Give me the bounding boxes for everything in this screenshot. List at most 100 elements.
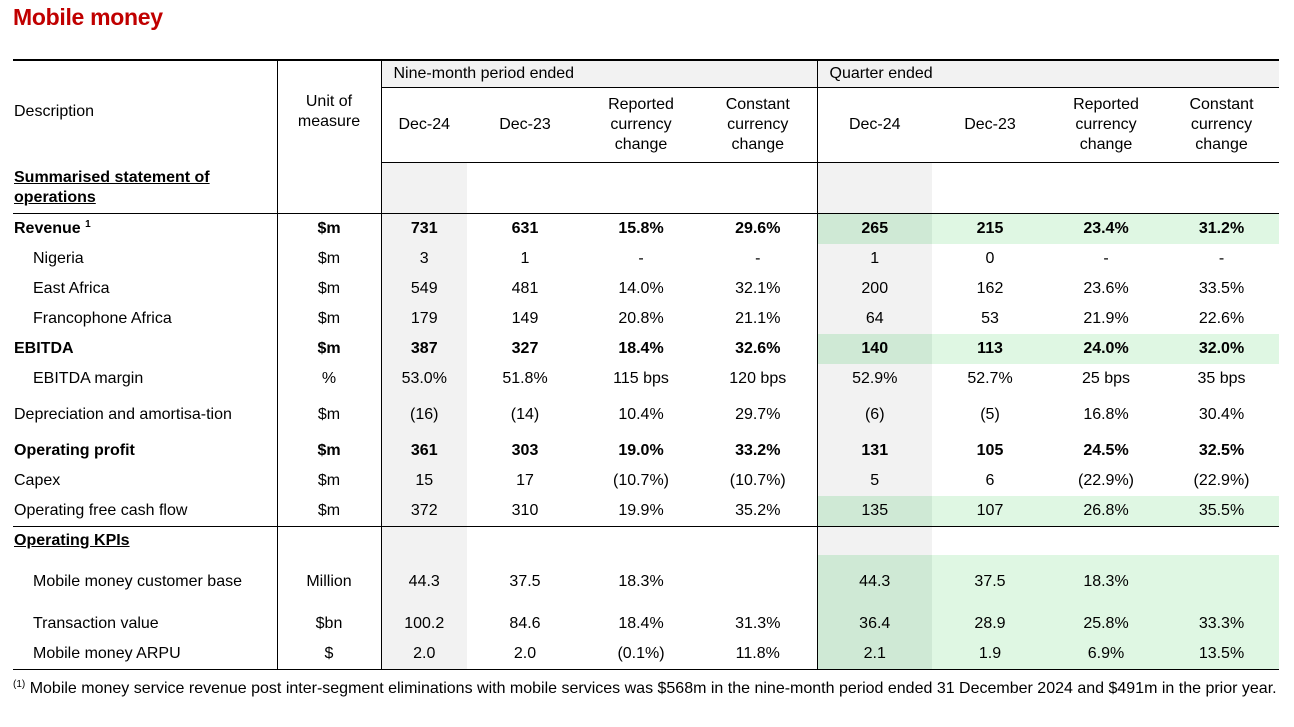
cell: 18.4% (618, 340, 664, 357)
cell: 24.0% (1048, 334, 1164, 364)
header-group-quarter: Quarter ended (816, 59, 1279, 88)
cell: 5 (816, 466, 932, 496)
cell: 115 bps (613, 370, 669, 387)
header-quarter-constant: Constant currency change (1164, 87, 1279, 163)
header-quarter-dec24: Dec-24 (816, 87, 932, 163)
cell: 84.6 (509, 615, 541, 632)
cell: 21.9% (1083, 310, 1129, 327)
cell: (6) (816, 394, 932, 436)
cell: 120 bps (729, 370, 787, 387)
cell: 28.9 (932, 609, 1048, 639)
cell: (22.9%) (1193, 472, 1250, 489)
cell: 135 (816, 496, 932, 527)
row-label: EBITDA margin (33, 370, 144, 387)
cell: 20.8% (618, 310, 664, 327)
cell: 215 (932, 213, 1048, 244)
cell: - (755, 250, 761, 267)
cell: 327 (511, 340, 539, 357)
cell: (22.9%) (1077, 472, 1135, 489)
row-unit: $bn (276, 609, 381, 639)
cell: 35.5% (1164, 496, 1279, 527)
cell: 35 bps (1197, 370, 1246, 387)
cell (1164, 555, 1279, 609)
cell: - (1103, 250, 1109, 267)
cell: 15 (380, 466, 467, 496)
cell: 2.0 (380, 639, 467, 670)
cell: 2.1 (816, 639, 932, 670)
header-description: Description (13, 59, 277, 163)
table-row: Nigeria $m 3 1 - - 1 0 - - (13, 244, 1279, 274)
cell: 3 (380, 244, 467, 274)
header-unit: Unit of measure (276, 59, 381, 163)
cell: 18.3% (618, 573, 664, 590)
cell: 33.2% (735, 442, 781, 459)
cell: 1 (520, 250, 530, 267)
cell: 64 (816, 304, 932, 334)
row-unit: $m (276, 304, 381, 334)
cell: 25.8% (1048, 609, 1164, 639)
row-label: Mobile money customer base (33, 573, 242, 590)
cell: 15.8% (583, 213, 699, 244)
cell: 549 (380, 274, 467, 304)
table-row: Francophone Africa $m 179 149 20.8% 21.1… (13, 304, 1279, 334)
cell: 2.0 (467, 639, 583, 670)
page-title: Mobile money (13, 4, 163, 30)
cell: (14) (510, 406, 540, 423)
cell: (5) (980, 406, 1000, 423)
cell: 44.3 (380, 555, 467, 609)
cell: 19.9% (618, 502, 664, 519)
cell: 52.9% (816, 364, 932, 394)
table-row: Capex $m 15 17 (10.7%) (10.7%) 5 6 (22.9… (13, 466, 1279, 496)
cell: 17 (516, 472, 534, 489)
footnote-marker: (1) (13, 679, 26, 690)
cell: 6.9% (1048, 639, 1164, 670)
cell: 105 (976, 442, 1004, 459)
cell: 131 (816, 436, 932, 466)
cell: 37.5 (509, 573, 541, 590)
table-row: EBITDA margin % 53.0% 51.8% 115 bps 120 … (13, 364, 1279, 394)
cell: 37.5 (932, 555, 1048, 609)
cell: 44.3 (816, 555, 932, 609)
header-nine-reported: Reported currency change (583, 87, 699, 163)
table-row: Operating profit $m 361 303 19.0% 33.2% … (13, 436, 1279, 466)
cell: 19.0% (618, 442, 664, 459)
cell: 0 (985, 250, 995, 267)
cell: (16) (380, 394, 467, 436)
cell: 23.6% (1083, 280, 1129, 297)
cell: 1 (816, 244, 932, 274)
cell: 35.2% (735, 502, 781, 519)
cell: (10.7%) (612, 472, 670, 489)
header-nine-dec23: Dec-23 (467, 87, 583, 163)
cell: 53.0% (380, 364, 467, 394)
cell: 33.5% (1198, 280, 1245, 297)
cell: 13.5% (1164, 639, 1279, 670)
header-quarter-dec23: Dec-23 (932, 87, 1048, 163)
cell: 361 (380, 436, 467, 466)
table-row: Transaction value $bn 100.2 84.6 18.4% 3… (13, 609, 1279, 639)
row-label: EBITDA (14, 340, 74, 357)
cell: - (1218, 250, 1225, 267)
cell: 18.4% (618, 615, 664, 632)
cell: 481 (511, 280, 539, 297)
row-unit: % (276, 364, 381, 394)
row-unit: $m (276, 334, 381, 364)
cell: 18.3% (1048, 555, 1164, 609)
cell: 310 (511, 502, 539, 519)
cell: 14.0% (618, 280, 664, 297)
row-unit: $ (276, 639, 381, 670)
cell: (10.7%) (729, 472, 786, 489)
row-unit: $m (276, 213, 381, 244)
cell: 23.4% (1048, 213, 1164, 244)
header-nine-constant: Constant currency change (699, 87, 817, 163)
cell: 32.0% (1164, 334, 1279, 364)
cell: 52.7% (967, 370, 1013, 387)
row-unit: $m (276, 274, 381, 304)
cell: 29.7% (735, 406, 781, 423)
row-unit: $m (276, 436, 381, 466)
header-nine-dec24: Dec-24 (380, 87, 467, 163)
cell: 29.6% (699, 213, 817, 244)
cell: 200 (816, 274, 932, 304)
cell: 32.6% (735, 340, 781, 357)
section-kpis-label: Operating KPIs (14, 532, 130, 549)
row-label: Revenue (14, 220, 81, 237)
